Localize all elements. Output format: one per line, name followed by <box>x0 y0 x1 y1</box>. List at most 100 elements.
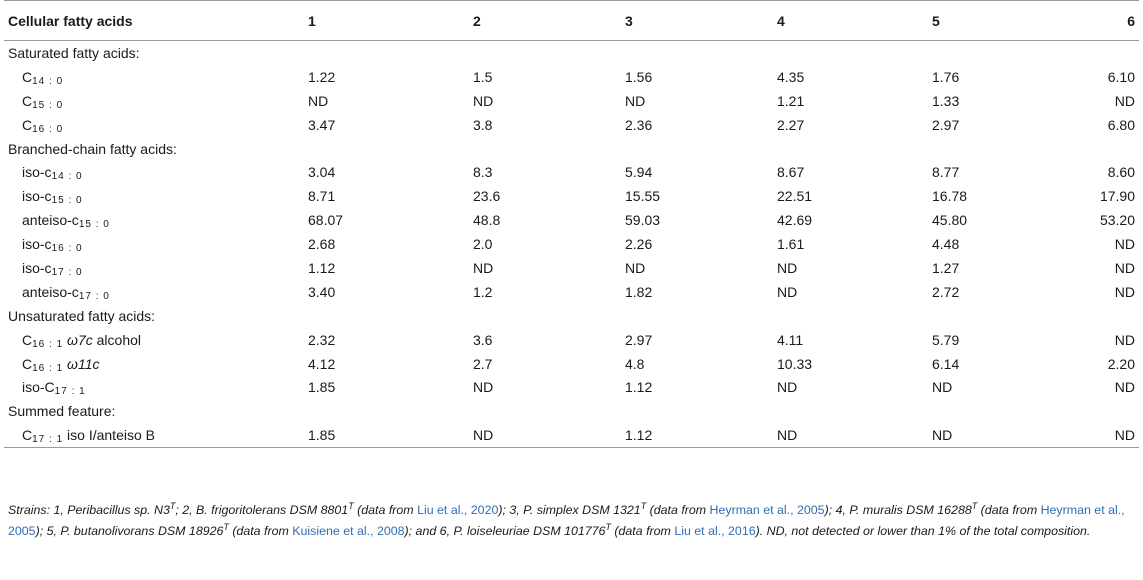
type-strain-superscript: T <box>605 521 611 532</box>
value-cell: 2.97 <box>625 331 653 348</box>
name-prefix: C <box>22 116 33 133</box>
value-cell: ND <box>932 379 953 396</box>
value-cell: 6.14 <box>932 355 960 372</box>
column-header-strain-5: 5 <box>928 0 1086 41</box>
name-prefix: C <box>22 331 33 348</box>
fatty-acid-name: iso-c14 : 0 <box>4 160 304 184</box>
footnote-text: ); 5, P. butanolivorans DSM 18926 <box>35 523 224 538</box>
name-prefix: iso-C <box>22 379 55 396</box>
value-cell: ND <box>473 92 494 109</box>
fatty-acid-name: iso-C17 : 1 <box>4 375 304 399</box>
value-cell: ND <box>1114 259 1135 276</box>
value-cell: 1.56 <box>625 68 653 85</box>
reference-link[interactable]: Heyrman et al., 2005 <box>8 503 1125 538</box>
footnote-text: Strains: 1, Peribacillus sp. N3 <box>8 503 170 517</box>
table-row: C16 : 1 ω11c 4.12 2.7 4.8 10.33 6.14 2.20 <box>4 352 1139 376</box>
value-cell: ND <box>308 92 329 109</box>
value-cell: 45.80 <box>932 212 968 229</box>
table-row: iso-c15 : 0 8.71 23.6 15.55 22.51 16.78 17.90 <box>4 184 1139 208</box>
table-row: iso-c16 : 0 2.68 2.0 2.26 1.61 4.48 ND <box>4 232 1139 256</box>
value-cell: 68.07 <box>308 212 344 229</box>
column-header-strain-2: 2 <box>469 0 621 41</box>
reference-link[interactable]: Liu et al., 2020 <box>417 503 499 517</box>
value-cell: 6.80 <box>1107 116 1135 133</box>
value-cell: 42.69 <box>777 212 813 229</box>
value-cell: ND <box>777 379 798 396</box>
omega-position: ω11c <box>67 355 100 372</box>
chain-subscript: 17 : 0 <box>51 266 83 278</box>
value-cell: 17.90 <box>1099 188 1135 205</box>
reference-link[interactable]: Liu et al., 2016 <box>674 523 756 538</box>
value-cell: 5.94 <box>625 164 653 181</box>
fatty-acid-name: C15 : 0 <box>4 89 304 113</box>
reference-link[interactable]: Heyrman et al., 2005 <box>709 503 825 517</box>
value-cell: 8.77 <box>932 164 960 181</box>
fatty-acid-name: C16 : 0 <box>4 113 304 137</box>
header-row: Cellular fatty acids 1 2 3 4 5 6 <box>4 0 1139 41</box>
table-row: C16 : 0 3.47 3.8 2.36 2.27 2.97 6.80 <box>4 113 1139 137</box>
reference-link[interactable]: Kuisiene et al., 2008 <box>292 523 405 538</box>
value-cell: 2.97 <box>932 116 960 133</box>
table-row: C17 : 1 iso I/anteiso B 1.85 ND 1.12 ND ND ND <box>4 423 1139 449</box>
value-cell: 53.20 <box>1099 212 1135 229</box>
value-cell: 1.21 <box>777 92 805 109</box>
section-row: Branched-chain fatty acids: <box>4 137 1139 161</box>
value-cell: ND <box>625 92 646 109</box>
name-prefix: C <box>22 355 33 372</box>
table-row: iso-c17 : 0 1.12 ND ND ND 1.27 ND <box>4 256 1139 280</box>
value-cell: 1.12 <box>308 259 336 276</box>
value-cell: 4.48 <box>932 236 960 253</box>
value-cell: 48.8 <box>473 212 501 229</box>
table-footnote: Strains: 1, Peribacillus sp. N3 T ; 2, B. … <box>8 500 1136 541</box>
fatty-acid-name: iso-c17 : 0 <box>4 256 304 280</box>
footnote-text: (data from <box>228 523 293 538</box>
value-cell: 3.6 <box>473 331 493 348</box>
value-cell: 1.85 <box>308 379 336 396</box>
chain-subscript: 14 : 0 <box>32 75 64 87</box>
value-cell: 8.60 <box>1107 164 1135 181</box>
chain-subscript: 16 : 1 <box>32 338 64 350</box>
value-cell: 4.8 <box>625 355 645 372</box>
footnote-text: ). ND, not detected or lower than 1% of … <box>755 523 1091 538</box>
type-strain-superscript: T <box>223 521 229 532</box>
chain-subscript: 15 : 0 <box>51 195 83 207</box>
value-cell: 2.32 <box>308 331 336 348</box>
value-cell: 6.10 <box>1107 68 1135 85</box>
type-strain-superscript: T <box>971 500 978 511</box>
value-cell: 4.35 <box>777 68 805 85</box>
value-cell: 1.2 <box>473 283 493 300</box>
value-cell: 16.78 <box>932 188 968 205</box>
name-prefix: iso-c <box>22 236 52 253</box>
section-label: Summed feature: <box>8 403 116 420</box>
value-cell: 1.5 <box>473 68 493 85</box>
name-prefix: C <box>22 92 33 109</box>
value-cell: ND <box>777 283 798 300</box>
fatty-acid-name: anteiso-c15 : 0 <box>4 208 304 232</box>
value-cell: 2.26 <box>625 236 653 253</box>
chain-subscript: 15 : 0 <box>78 219 110 231</box>
value-cell: ND <box>928 423 1086 449</box>
value-cell: 5.79 <box>932 331 960 348</box>
footnote-text: ; 2, B. frigoritolerans DSM 8801 <box>175 503 349 517</box>
footnote-text: ); 3, P. simplex DSM 1321 <box>498 503 641 517</box>
section-row: Unsaturated fatty acids: <box>4 304 1139 328</box>
value-cell: 15.55 <box>625 188 661 205</box>
value-cell: 1.12 <box>621 423 773 449</box>
value-cell: 3.47 <box>308 116 336 133</box>
name-prefix: iso-c <box>22 259 52 276</box>
table-row: C16 : 1 ω7c alcohol 2.32 3.6 2.97 4.11 5.79 ND <box>4 328 1139 352</box>
value-cell: 8.71 <box>308 188 336 205</box>
footnote-text: (data from <box>977 503 1041 517</box>
omega-position: ω7c <box>67 331 93 348</box>
section-label: Unsaturated fatty acids: <box>8 307 156 324</box>
value-cell: ND <box>625 259 646 276</box>
value-cell: 1.76 <box>932 68 960 85</box>
section-row: Saturated fatty acids: <box>4 41 1139 65</box>
value-cell: 2.68 <box>308 236 336 253</box>
fatty-acid-name: C14 : 0 <box>4 65 304 89</box>
value-cell: 3.04 <box>308 164 336 181</box>
chain-subscript: 16 : 0 <box>32 123 64 135</box>
value-cell: 2.20 <box>1107 355 1135 372</box>
column-header-strain-3: 3 <box>621 0 773 41</box>
